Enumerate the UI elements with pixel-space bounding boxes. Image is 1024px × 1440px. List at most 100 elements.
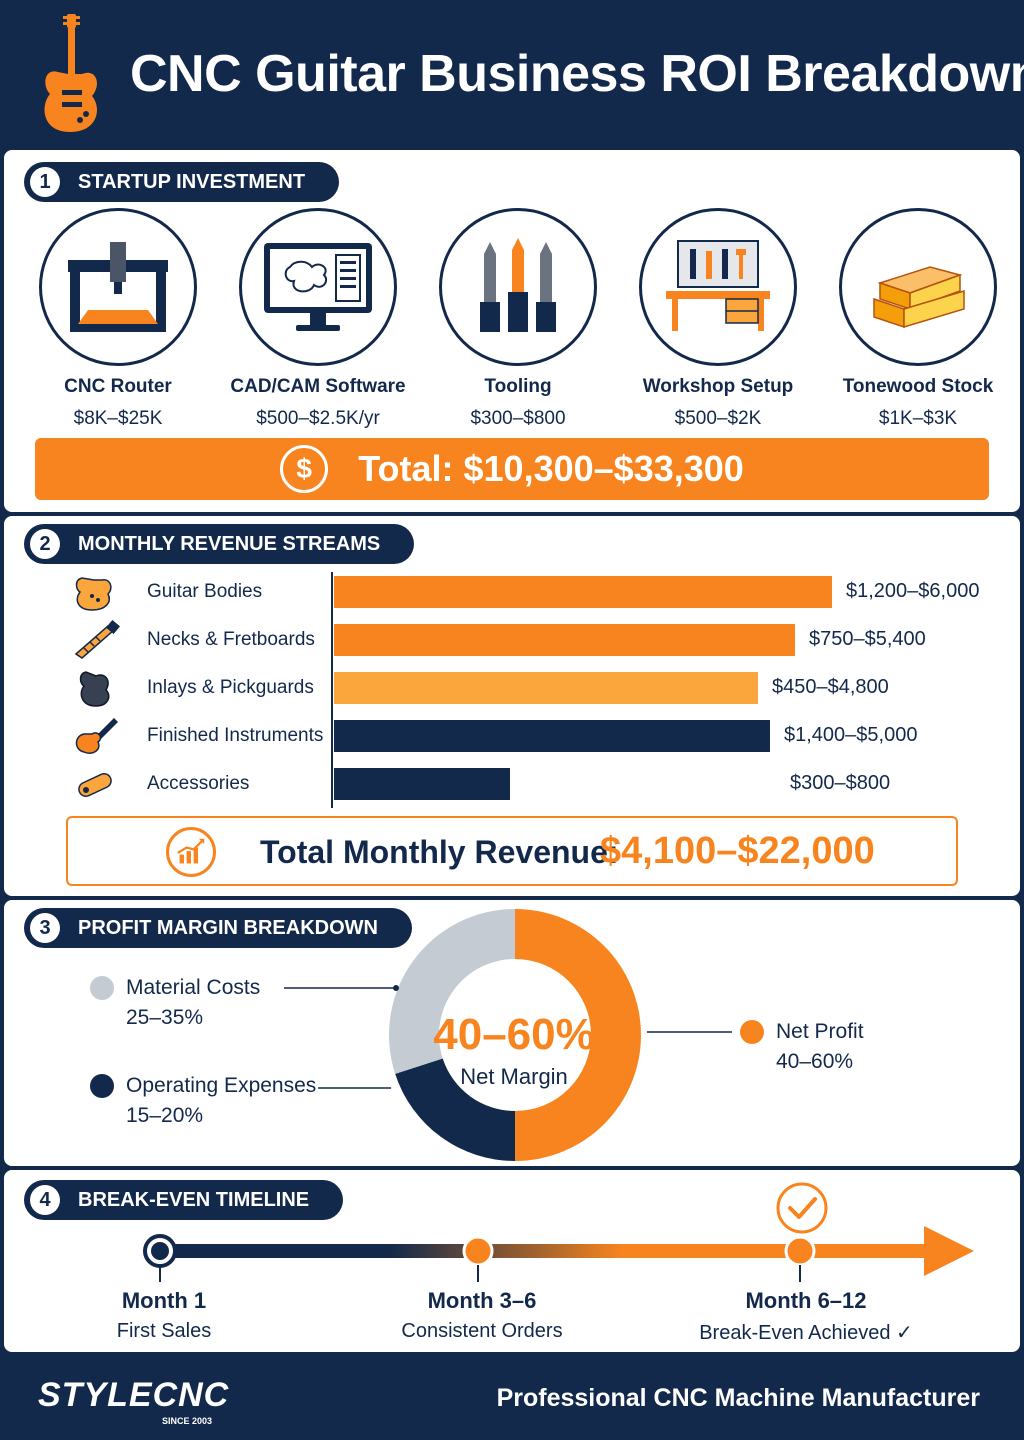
section-heading-profit: 3 PROFIT MARGIN BREAKDOWN — [24, 908, 412, 948]
legend-profit-name: Net Profit — [776, 1020, 864, 1043]
revenue-row: Guitar Bodies $1,200–$6,000 — [4, 568, 1020, 616]
brand-since: SINCE 2003 — [162, 1416, 213, 1426]
guitar-body-icon — [75, 577, 112, 611]
investment-item-workshop: Workshop Setup $500–$2K — [628, 208, 808, 430]
donut-segment-material-costs — [389, 909, 515, 1074]
investment-name: Workshop Setup — [642, 376, 794, 397]
pickguard-icon — [79, 671, 110, 707]
startup-total: Total: $10,300–$33,300 — [358, 448, 744, 489]
footer: STYLECNC SINCE 2003 Professional CNC Mac… — [0, 1356, 1024, 1440]
investment-name: Tonewood Stock — [842, 376, 994, 397]
revenue-label: Accessories — [147, 773, 250, 794]
monthly-revenue-total-box: Total Monthly Revenue: $4,100–$22,000 — [66, 816, 958, 886]
footer-tagline: Professional CNC Machine Manufacturer — [496, 1384, 980, 1412]
section-number: 4 — [30, 1185, 60, 1215]
legend-opex-name: Operating Expenses — [126, 1074, 317, 1097]
revenue-section: 2 MONTHLY REVENUE STREAMS Guitar Bodies … — [4, 516, 1020, 896]
donut-center-label: Net Margin — [460, 1064, 568, 1089]
revenue-range: $750–$5,400 — [809, 628, 926, 650]
investment-cost: $300–$800 — [470, 408, 566, 429]
timeline-section: 4 BREAK-EVEN TIMELINE Month 1 First Sale… — [4, 1170, 1020, 1352]
page-title: CNC Guitar Business ROI Breakdown — [130, 45, 1024, 103]
timeline-arrow-icon — [924, 1226, 974, 1276]
investment-name: CNC Router — [64, 376, 172, 397]
wood-planks-icon — [873, 266, 965, 329]
revenue-row: Accessories $300–$800 — [4, 760, 1020, 808]
revenue-label: Finished Instruments — [147, 725, 324, 746]
dollar-icon: $ — [280, 445, 329, 493]
legend-material-name: Material Costs — [126, 976, 261, 999]
milestone-month-6-12: Month 6–12 Break-Even Achieved ✓ — [686, 1288, 926, 1345]
revenue-bar — [334, 624, 795, 656]
milestone-month-3-6: Month 3–6 Consistent Orders — [362, 1288, 602, 1343]
monitor-icon — [264, 243, 372, 331]
revenue-row: Finished Instruments $1,400–$5,000 — [4, 712, 1020, 760]
revenue-range: $300–$800 — [790, 772, 891, 794]
startup-total-bar: $ Total: $10,300–$33,300 — [35, 438, 989, 500]
brand-logo: STYLECNC SINCE 2003 — [38, 1376, 229, 1426]
section-number: 1 — [30, 167, 60, 197]
investment-name: Tooling — [484, 376, 552, 397]
investment-name: CAD/CAM Software — [230, 376, 406, 397]
legend-dot-profit — [740, 1020, 764, 1044]
revenue-bar — [334, 720, 770, 752]
revenue-row: Inlays & Pickguards $450–$4,800 — [4, 664, 1020, 712]
profit-margin-section: 3 PROFIT MARGIN BREAKDOWN 40–60% Net Mar… — [4, 900, 1020, 1166]
revenue-row: Necks & Fretboards $750–$5,400 — [4, 616, 1020, 664]
section-number: 2 — [30, 529, 60, 559]
legend-connectors — [284, 985, 732, 1091]
profit-donut-chart — [389, 909, 641, 1161]
monthly-revenue-label: Total Monthly Revenue: — [260, 834, 619, 870]
milestone-marker — [784, 1235, 816, 1267]
investment-item-cad-cam: CAD/CAM Software $500–$2.5K/yr — [228, 208, 408, 430]
revenue-label: Guitar Bodies — [147, 581, 263, 602]
header: CNC Guitar Business ROI Breakdown — [0, 0, 1024, 145]
legend-opex-value: 15–20% — [126, 1104, 204, 1127]
guitar-neck-icon — [74, 620, 120, 659]
milestone-desc: First Sales — [116, 1320, 212, 1342]
legend-profit-value: 40–60% — [776, 1050, 854, 1073]
section-heading-text: MONTHLY REVENUE STREAMS — [78, 532, 381, 555]
section-heading-timeline: 4 BREAK-EVEN TIMELINE — [24, 1180, 344, 1220]
milestone-month-1: Month 1 First Sales — [44, 1288, 284, 1343]
milestone-title: Month 3–6 — [427, 1288, 537, 1313]
revenue-bar — [334, 672, 758, 704]
revenue-range: $1,200–$6,000 — [846, 580, 980, 602]
revenue-bar — [334, 768, 510, 800]
investment-cost: $500–$2.5K/yr — [256, 408, 380, 429]
revenue-label: Inlays & Pickguards — [147, 677, 314, 698]
guitar-icon — [44, 14, 97, 132]
section-heading-text: BREAK-EVEN TIMELINE — [78, 1188, 310, 1211]
milestone-title: Month 6–12 — [745, 1288, 867, 1313]
legend-dot-opex — [90, 1074, 114, 1098]
revenue-label: Necks & Fretboards — [147, 629, 315, 650]
investment-cost: $8K–$25K — [73, 408, 163, 429]
milestone-title: Month 1 — [121, 1288, 207, 1313]
milestone-marker — [462, 1235, 494, 1267]
legend-dot-material — [90, 976, 114, 1000]
investment-cost: $500–$2K — [674, 408, 762, 429]
investment-item-tooling: Tooling $300–$800 — [428, 208, 608, 430]
donut-segment-net-profit — [515, 909, 641, 1161]
section-number: 3 — [30, 913, 60, 943]
growth-chart-icon — [166, 827, 216, 877]
revenue-bar — [334, 576, 832, 608]
guitar-strap-icon — [78, 773, 112, 797]
investment-item-tonewood: Tonewood Stock $1K–$3K — [828, 208, 1008, 430]
section-heading-text: PROFIT MARGIN BREAKDOWN — [78, 916, 378, 939]
checkmark-badge-icon — [776, 1182, 828, 1234]
milestone-desc: Consistent Orders — [401, 1320, 563, 1342]
legend-material-value: 25–35% — [126, 1006, 204, 1029]
workbench-icon — [666, 240, 770, 331]
section-heading-text: STARTUP INVESTMENT — [78, 170, 306, 193]
startup-investment-section: 1 STARTUP INVESTMENT CNC Router $8K–$25K — [4, 150, 1020, 512]
bar-chart-axis — [331, 572, 333, 808]
cnc-router-icon — [68, 242, 168, 332]
investment-cost: $1K–$3K — [878, 408, 958, 429]
milestone-desc: Break-Even Achieved ✓ — [699, 1322, 913, 1344]
drill-bits-icon — [480, 238, 556, 332]
section-heading-revenue: 2 MONTHLY REVENUE STREAMS — [24, 524, 415, 564]
electric-guitar-icon — [75, 718, 118, 754]
revenue-range: $450–$4,800 — [772, 676, 889, 698]
timeline-track — [143, 1182, 974, 1282]
